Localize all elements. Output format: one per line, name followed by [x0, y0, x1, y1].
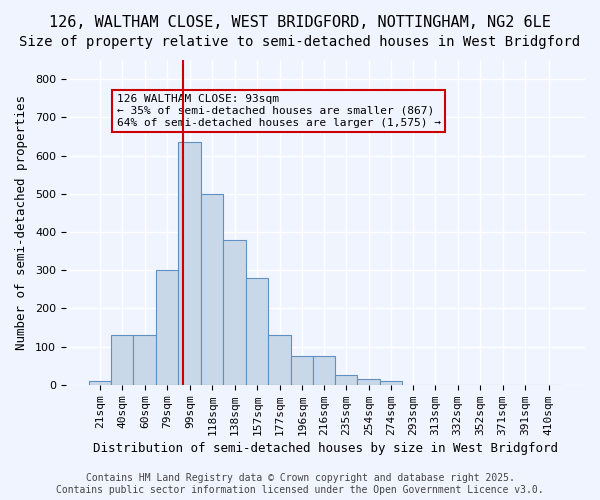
Bar [112, 335, 133, 385]
Bar [357, 379, 380, 385]
Bar [335, 376, 357, 385]
Bar [202, 194, 223, 385]
Bar [268, 335, 292, 385]
Bar [223, 240, 247, 385]
Bar [89, 381, 112, 385]
Bar [178, 142, 202, 385]
Y-axis label: Number of semi-detached properties: Number of semi-detached properties [15, 95, 28, 350]
Text: Size of property relative to semi-detached houses in West Bridgford: Size of property relative to semi-detach… [19, 35, 581, 49]
Text: Contains HM Land Registry data © Crown copyright and database right 2025.
Contai: Contains HM Land Registry data © Crown c… [56, 474, 544, 495]
Text: 126, WALTHAM CLOSE, WEST BRIDGFORD, NOTTINGHAM, NG2 6LE: 126, WALTHAM CLOSE, WEST BRIDGFORD, NOTT… [49, 15, 551, 30]
Bar [133, 335, 157, 385]
Bar [313, 356, 335, 385]
Bar [157, 270, 178, 385]
Text: 126 WALTHAM CLOSE: 93sqm
← 35% of semi-detached houses are smaller (867)
64% of : 126 WALTHAM CLOSE: 93sqm ← 35% of semi-d… [116, 94, 440, 128]
Bar [380, 381, 402, 385]
X-axis label: Distribution of semi-detached houses by size in West Bridgford: Distribution of semi-detached houses by … [93, 442, 558, 455]
Bar [247, 278, 268, 385]
Bar [292, 356, 313, 385]
